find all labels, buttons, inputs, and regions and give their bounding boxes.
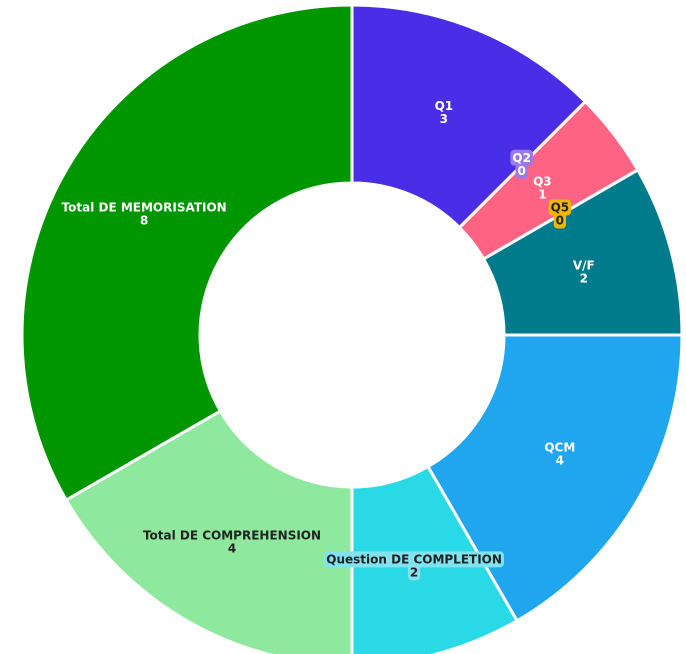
segment-label: Q50 <box>548 199 572 229</box>
label-value: 0 <box>518 164 526 178</box>
label-value: 4 <box>556 454 564 468</box>
label-value: 4 <box>228 541 236 555</box>
segment-label: Q13 <box>435 99 454 126</box>
label-name: Q1 <box>435 99 454 113</box>
label-name: Total DE COMPREHENSION <box>143 528 321 542</box>
segment <box>20 3 354 503</box>
label-background <box>510 149 533 166</box>
label-background <box>407 564 421 581</box>
label-name: Total DE MEMORISATION <box>62 201 227 215</box>
segment <box>425 333 684 623</box>
label-name: Question DE COMPLETION <box>326 552 502 566</box>
label-value: 1 <box>538 187 546 201</box>
segment-label: Q20 <box>510 149 533 179</box>
segment <box>350 3 588 230</box>
label-background <box>553 212 567 229</box>
label-name: Q3 <box>533 174 552 188</box>
label-background <box>515 162 528 179</box>
label-name: Q5 <box>551 201 570 215</box>
label-value: 2 <box>410 565 418 579</box>
label-value: 2 <box>580 271 588 285</box>
label-name: V/F <box>573 258 595 272</box>
label-name: Q2 <box>512 151 531 165</box>
segment-label: Q31 <box>533 174 552 201</box>
label-value: 0 <box>556 214 564 228</box>
label-value: 3 <box>440 112 448 126</box>
label-value: 8 <box>140 214 148 228</box>
segment <box>64 408 354 654</box>
segment-label: V/F2 <box>573 258 595 285</box>
label-name: QCM <box>544 441 575 455</box>
label-background <box>548 199 572 216</box>
label-background <box>324 551 504 568</box>
